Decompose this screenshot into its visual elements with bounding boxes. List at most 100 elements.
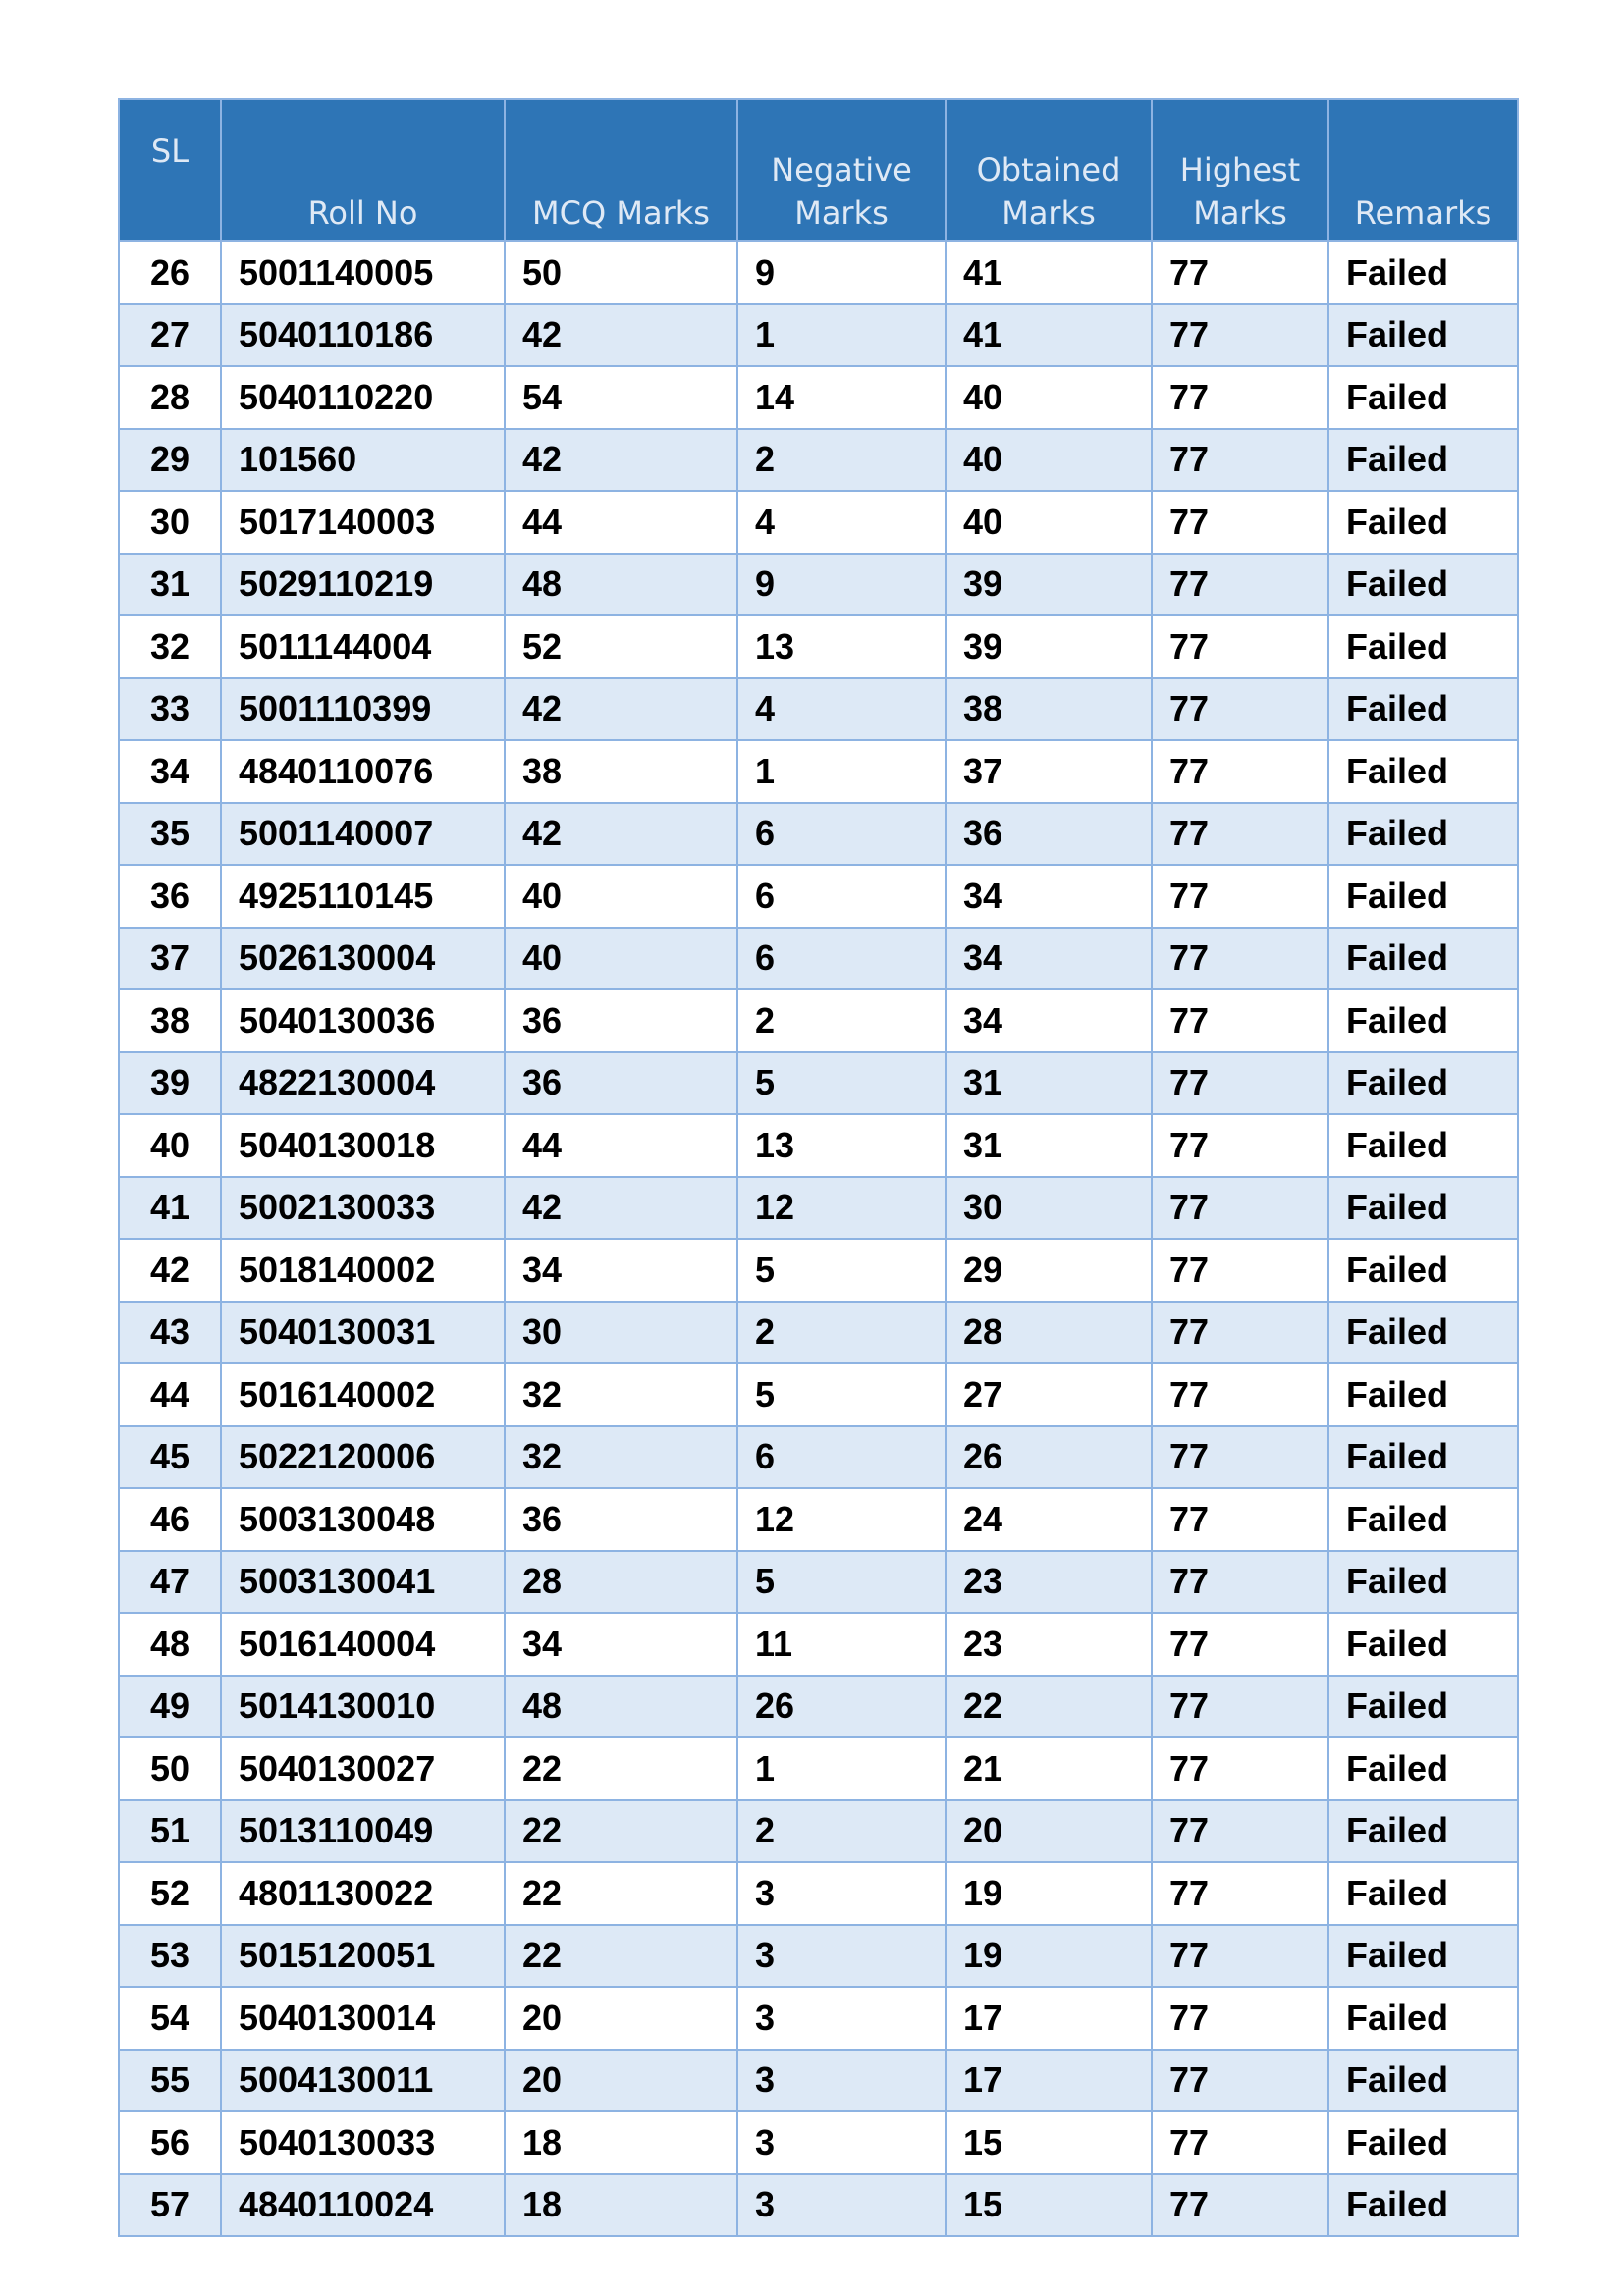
- cell-remarks: Failed: [1327, 988, 1519, 1053]
- cell-obtained-marks: 34: [945, 988, 1153, 1053]
- table-row: 28 5040110220 54 14 40 77 Failed: [118, 365, 1519, 430]
- cell-mcq-marks: 32: [504, 1424, 738, 1489]
- cell-roll-no: 5017140003: [220, 490, 506, 555]
- cell-roll-no: 5003130041: [220, 1549, 506, 1614]
- cell-mcq-marks: 22: [504, 1798, 738, 1863]
- cell-obtained-marks: 39: [945, 614, 1153, 679]
- cell-remarks: Failed: [1327, 1487, 1519, 1552]
- cell-obtained-marks: 40: [945, 365, 1153, 430]
- cell-sl: 32: [118, 614, 222, 679]
- cell-sl: 54: [118, 1986, 222, 2051]
- cell-obtained-marks: 19: [945, 1923, 1153, 1988]
- cell-negative-marks: 13: [736, 614, 947, 679]
- cell-sl: 56: [118, 2110, 222, 2175]
- cell-sl: 51: [118, 1798, 222, 1863]
- cell-mcq-marks: 28: [504, 1549, 738, 1614]
- cell-sl: 42: [118, 1238, 222, 1303]
- cell-remarks: Failed: [1327, 2172, 1519, 2237]
- cell-remarks: Failed: [1327, 1798, 1519, 1863]
- cell-mcq-marks: 40: [504, 926, 738, 990]
- cell-roll-no: 5014130010: [220, 1674, 506, 1738]
- cell-remarks: Failed: [1327, 739, 1519, 804]
- cell-mcq-marks: 42: [504, 302, 738, 367]
- table-row: 42 5018140002 34 5 29 77 Failed: [118, 1238, 1519, 1303]
- header-negative-marks: Negative Marks: [736, 98, 947, 242]
- cell-obtained-marks: 40: [945, 490, 1153, 555]
- cell-obtained-marks: 34: [945, 864, 1153, 929]
- cell-highest-marks: 77: [1151, 1612, 1329, 1677]
- cell-obtained-marks: 21: [945, 1736, 1153, 1801]
- cell-remarks: Failed: [1327, 552, 1519, 616]
- cell-remarks: Failed: [1327, 1424, 1519, 1489]
- cell-highest-marks: 77: [1151, 1050, 1329, 1115]
- table-row: 51 5013110049 22 2 20 77 Failed: [118, 1798, 1519, 1863]
- cell-roll-no: 5001110399: [220, 676, 506, 741]
- table-row: 50 5040130027 22 1 21 77 Failed: [118, 1736, 1519, 1801]
- cell-negative-marks: 1: [736, 1736, 947, 1801]
- table-row: 48 5016140004 34 11 23 77 Failed: [118, 1612, 1519, 1677]
- cell-sl: 36: [118, 864, 222, 929]
- cell-remarks: Failed: [1327, 1238, 1519, 1303]
- cell-mcq-marks: 48: [504, 552, 738, 616]
- cell-roll-no: 5040130027: [220, 1736, 506, 1801]
- cell-mcq-marks: 42: [504, 676, 738, 741]
- cell-remarks: Failed: [1327, 427, 1519, 492]
- cell-negative-marks: 3: [736, 1861, 947, 1926]
- cell-mcq-marks: 22: [504, 1923, 738, 1988]
- cell-negative-marks: 6: [736, 926, 947, 990]
- table-row: 38 5040130036 36 2 34 77 Failed: [118, 988, 1519, 1053]
- cell-obtained-marks: 38: [945, 676, 1153, 741]
- header-mcq-marks: MCQ Marks: [504, 98, 738, 242]
- cell-sl: 37: [118, 926, 222, 990]
- cell-highest-marks: 77: [1151, 676, 1329, 741]
- cell-roll-no: 5040130031: [220, 1300, 506, 1364]
- cell-highest-marks: 77: [1151, 801, 1329, 866]
- cell-highest-marks: 77: [1151, 614, 1329, 679]
- cell-sl: 40: [118, 1113, 222, 1178]
- cell-sl: 55: [118, 2048, 222, 2112]
- cell-obtained-marks: 20: [945, 1798, 1153, 1863]
- table-row: 26 5001140005 50 9 41 77 Failed: [118, 240, 1519, 305]
- cell-highest-marks: 77: [1151, 1362, 1329, 1427]
- table-row: 35 5001140007 42 6 36 77 Failed: [118, 801, 1519, 866]
- cell-highest-marks: 77: [1151, 1424, 1329, 1489]
- cell-sl: 34: [118, 739, 222, 804]
- cell-sl: 45: [118, 1424, 222, 1489]
- cell-negative-marks: 4: [736, 490, 947, 555]
- cell-obtained-marks: 27: [945, 1362, 1153, 1427]
- cell-remarks: Failed: [1327, 1736, 1519, 1801]
- cell-negative-marks: 1: [736, 739, 947, 804]
- cell-negative-marks: 6: [736, 864, 947, 929]
- cell-mcq-marks: 34: [504, 1612, 738, 1677]
- cell-roll-no: 5004130011: [220, 2048, 506, 2112]
- cell-sl: 44: [118, 1362, 222, 1427]
- cell-highest-marks: 77: [1151, 1674, 1329, 1738]
- cell-roll-no: 4925110145: [220, 864, 506, 929]
- cell-sl: 49: [118, 1674, 222, 1738]
- table-row: 34 4840110076 38 1 37 77 Failed: [118, 739, 1519, 804]
- cell-remarks: Failed: [1327, 2048, 1519, 2112]
- cell-negative-marks: 4: [736, 676, 947, 741]
- table-row: 54 5040130014 20 3 17 77 Failed: [118, 1986, 1519, 2051]
- table-row: 32 5011144004 52 13 39 77 Failed: [118, 614, 1519, 679]
- cell-remarks: Failed: [1327, 801, 1519, 866]
- table-row: 57 4840110024 18 3 15 77 Failed: [118, 2172, 1519, 2237]
- cell-roll-no: 5018140002: [220, 1238, 506, 1303]
- cell-highest-marks: 77: [1151, 864, 1329, 929]
- table-row: 40 5040130018 44 13 31 77 Failed: [118, 1113, 1519, 1178]
- cell-roll-no: 5016140002: [220, 1362, 506, 1427]
- cell-mcq-marks: 18: [504, 2172, 738, 2237]
- cell-remarks: Failed: [1327, 1113, 1519, 1178]
- cell-negative-marks: 14: [736, 365, 947, 430]
- cell-negative-marks: 13: [736, 1113, 947, 1178]
- cell-sl: 30: [118, 490, 222, 555]
- cell-remarks: Failed: [1327, 1362, 1519, 1427]
- table-row: 47 5003130041 28 5 23 77 Failed: [118, 1549, 1519, 1614]
- cell-negative-marks: 11: [736, 1612, 947, 1677]
- table-row: 49 5014130010 48 26 22 77 Failed: [118, 1674, 1519, 1738]
- cell-highest-marks: 77: [1151, 1861, 1329, 1926]
- cell-highest-marks: 77: [1151, 2048, 1329, 2112]
- cell-remarks: Failed: [1327, 490, 1519, 555]
- cell-mcq-marks: 48: [504, 1674, 738, 1738]
- cell-remarks: Failed: [1327, 1861, 1519, 1926]
